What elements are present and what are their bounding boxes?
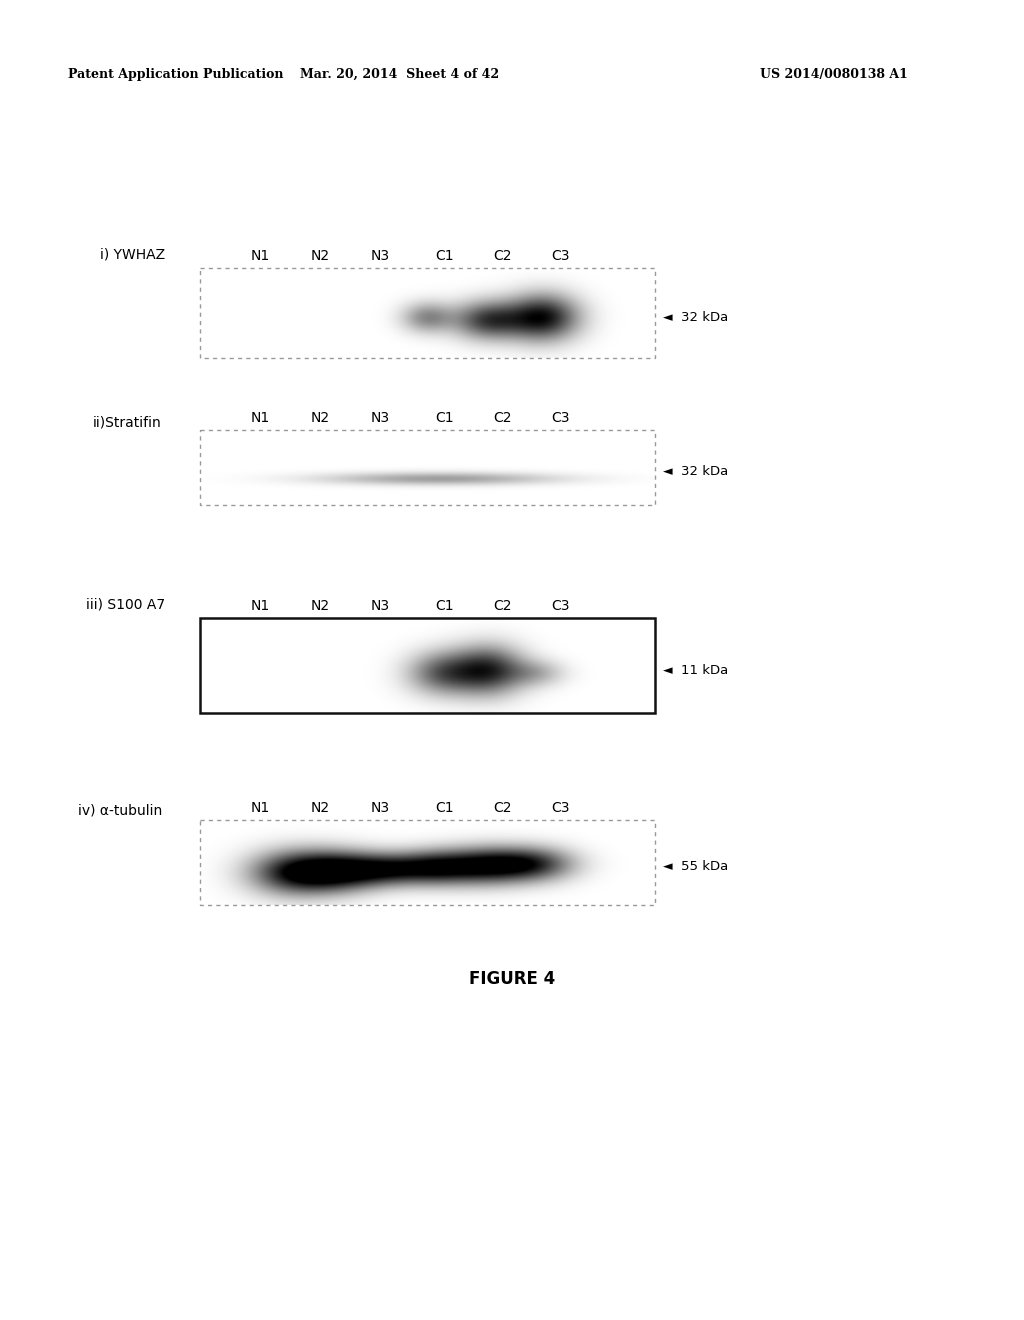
Text: Patent Application Publication: Patent Application Publication: [68, 69, 284, 81]
Bar: [200, 268, 655, 358]
Text: N2: N2: [310, 801, 330, 814]
Text: ◄: ◄: [663, 312, 673, 323]
Text: C3: C3: [551, 599, 569, 612]
Text: Mar. 20, 2014  Sheet 4 of 42: Mar. 20, 2014 Sheet 4 of 42: [300, 69, 500, 81]
Text: 11 kDa: 11 kDa: [681, 664, 728, 677]
Text: C2: C2: [494, 599, 512, 612]
Text: ◄: ◄: [663, 664, 673, 677]
Bar: [200, 820, 655, 906]
Text: US 2014/0080138 A1: US 2014/0080138 A1: [760, 69, 908, 81]
Bar: [200, 430, 655, 506]
Text: N2: N2: [310, 599, 330, 612]
Text: C3: C3: [551, 411, 569, 425]
Text: N1: N1: [251, 801, 269, 814]
Text: C1: C1: [435, 801, 455, 814]
Text: FIGURE 4: FIGURE 4: [469, 970, 555, 987]
Text: N3: N3: [371, 599, 389, 612]
Text: N3: N3: [371, 411, 389, 425]
Text: N3: N3: [371, 249, 389, 263]
Text: iv) α-tubulin: iv) α-tubulin: [78, 804, 162, 818]
Text: iii) S100 A7: iii) S100 A7: [86, 597, 165, 611]
Text: C1: C1: [435, 249, 455, 263]
Text: 55 kDa: 55 kDa: [681, 861, 728, 874]
Text: N1: N1: [251, 411, 269, 425]
Text: ◄: ◄: [663, 465, 673, 478]
Text: ii)Stratifin: ii)Stratifin: [93, 414, 162, 429]
Text: N2: N2: [310, 249, 330, 263]
Bar: [200, 618, 655, 713]
Text: N1: N1: [251, 599, 269, 612]
Text: N2: N2: [310, 411, 330, 425]
Text: C2: C2: [494, 801, 512, 814]
Text: ◄: ◄: [663, 861, 673, 874]
Text: 32 kDa: 32 kDa: [681, 312, 728, 323]
Text: C1: C1: [435, 599, 455, 612]
Text: N3: N3: [371, 801, 389, 814]
Text: i) YWHAZ: i) YWHAZ: [100, 248, 165, 261]
Text: C2: C2: [494, 411, 512, 425]
Text: C1: C1: [435, 411, 455, 425]
Text: C3: C3: [551, 249, 569, 263]
Text: 32 kDa: 32 kDa: [681, 465, 728, 478]
Text: C2: C2: [494, 249, 512, 263]
Text: C3: C3: [551, 801, 569, 814]
Text: N1: N1: [251, 249, 269, 263]
